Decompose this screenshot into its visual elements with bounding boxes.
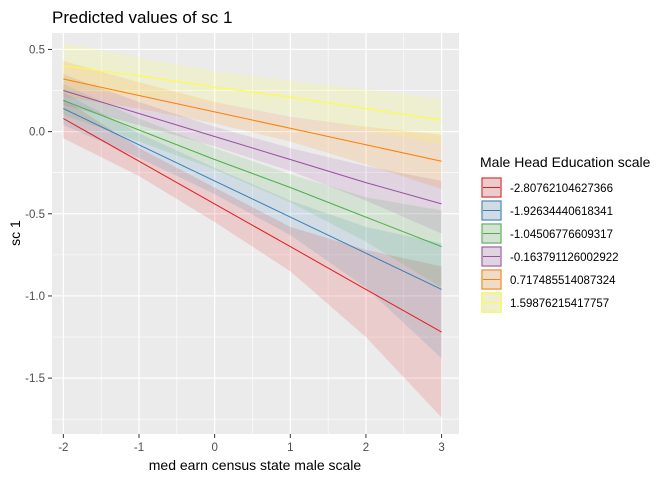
legend-label-5: 1.59876215417757 [510, 298, 609, 310]
y-tick-label: -1.0 [25, 291, 45, 303]
ribbon-series-0 [63, 98, 442, 418]
x-tick-label: 0 [211, 442, 217, 454]
y-tick-label: -1.5 [25, 373, 45, 385]
x-tick-label: 3 [438, 442, 444, 454]
grid-major [52, 33, 459, 434]
confidence-ribbons [63, 42, 442, 418]
y-tick-label: -0.5 [25, 209, 45, 221]
x-axis-title: med earn census state male scale [149, 457, 362, 473]
x-tick-label: -2 [58, 442, 68, 454]
y-tick-label: 0.0 [29, 127, 45, 139]
legend-items: -2.80762104627366 -1.92634440618341 -1.045… [481, 177, 619, 313]
line-series-3 [63, 90, 442, 205]
y-axis-title: sc 1 [7, 220, 23, 246]
series-lines [63, 65, 442, 333]
ribbon-series-2 [63, 83, 442, 288]
ribbon-series-4 [63, 60, 442, 190]
legend-label-2: -1.04506776609317 [510, 229, 613, 241]
y-axis-ticks: -1.5 -1.0 -0.5 0.0 0.5 [25, 44, 52, 385]
y-tick-label: 0.5 [29, 44, 45, 56]
line-series-5 [63, 65, 442, 121]
x-tick-label: 1 [287, 442, 293, 454]
legend-label-0: -2.80762104627366 [510, 183, 613, 195]
legend-label-3: -0.163791126002922 [510, 252, 619, 264]
x-tick-label: -1 [134, 442, 144, 454]
x-tick-label: 2 [363, 442, 369, 454]
ribbon-series-5 [63, 42, 442, 145]
ribbon-series-3 [63, 74, 442, 234]
plot-panel [52, 33, 459, 434]
line-series-4 [63, 78, 442, 162]
x-axis-ticks: -2 -1 0 1 2 3 [58, 434, 445, 454]
legend: Male Head Education scale -2.80762104627… [480, 154, 651, 313]
ribbon-series-1 [63, 92, 442, 359]
line-series-2 [63, 99, 442, 248]
line-series-0 [63, 118, 442, 333]
line-series-1 [63, 108, 442, 290]
chart-title: Predicted values of sc 1 [52, 8, 232, 27]
legend-label-1: -1.92634440618341 [510, 206, 613, 218]
grid-minor [52, 33, 459, 434]
legend-label-4: 0.717485514087324 [510, 275, 616, 287]
legend-title: Male Head Education scale [480, 154, 651, 170]
